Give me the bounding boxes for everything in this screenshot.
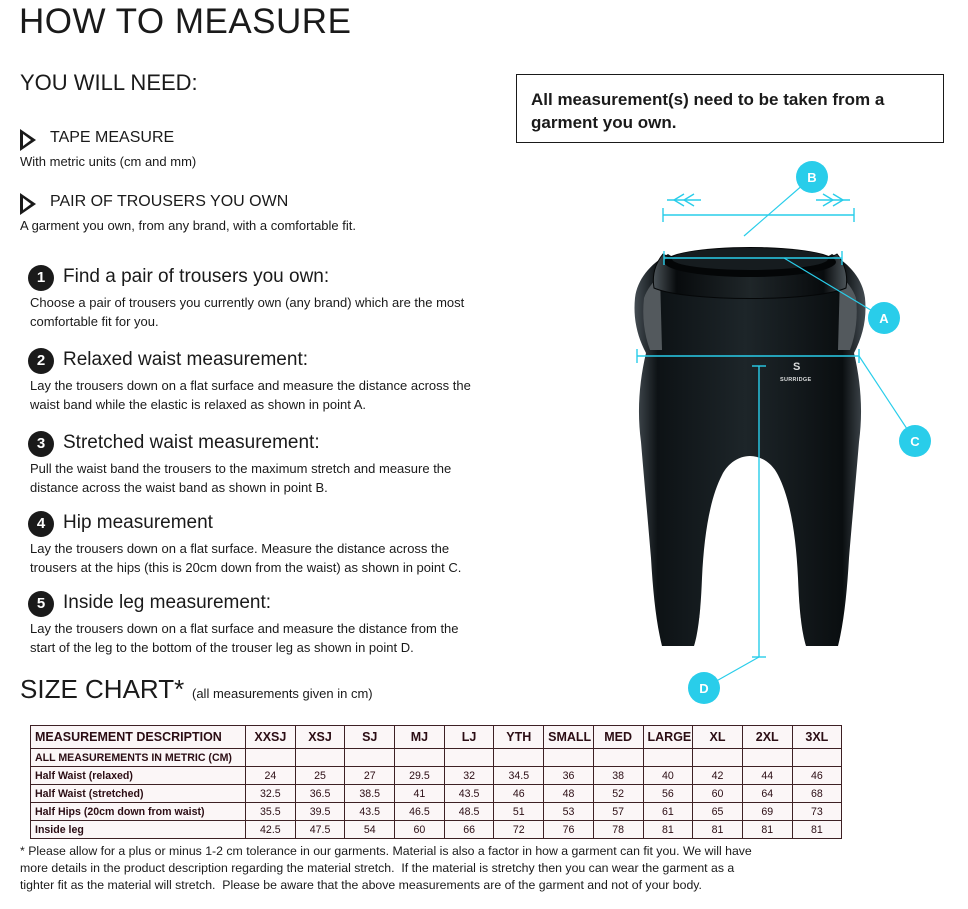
svg-text:B: B (807, 170, 816, 185)
svg-text:C: C (910, 434, 920, 449)
svg-text:SURRIDGE: SURRIDGE (780, 377, 811, 383)
svg-text:D: D (699, 681, 708, 696)
svg-text:S: S (793, 361, 800, 373)
